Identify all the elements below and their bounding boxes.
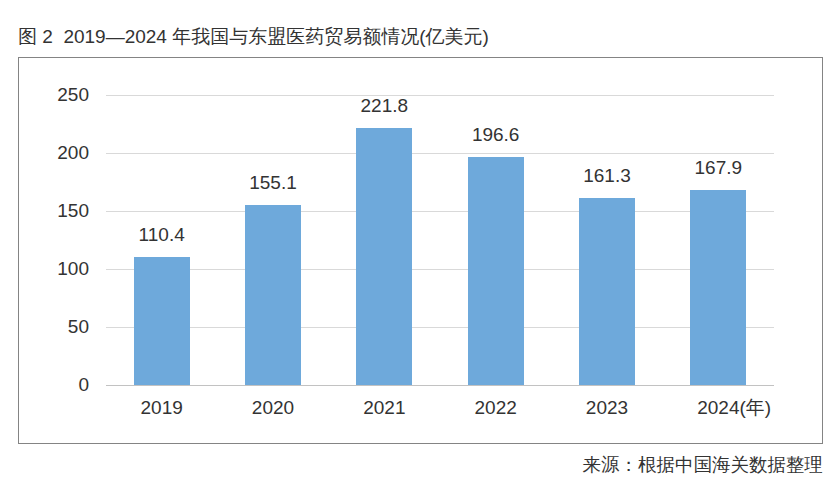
gridline	[106, 269, 774, 270]
bar-2019	[134, 257, 190, 385]
gridline	[106, 153, 774, 154]
bar-value-label: 161.3	[583, 166, 631, 186]
gridline	[106, 327, 774, 328]
x-axis-line	[106, 385, 774, 386]
bar-value-label: 221.8	[361, 96, 409, 116]
y-axis-tick-label: 50	[19, 317, 89, 337]
chart-frame: 0 50 100 150 200 250 110.4 2019 155.1 2020 221.8 20…	[18, 57, 823, 444]
gridline	[106, 95, 774, 96]
y-axis-tick-label: 100	[19, 259, 89, 279]
x-axis-unit-suffix: (年)	[739, 398, 771, 418]
x-axis-label: 2024(年)	[697, 398, 739, 418]
bar-2020	[245, 205, 301, 385]
gridline	[106, 211, 774, 212]
x-axis-label: 2019	[141, 398, 183, 418]
source-note: 来源：根据中国海关数据整理	[583, 455, 824, 475]
bar-value-label: 155.1	[249, 173, 297, 193]
bar-2021	[356, 128, 412, 385]
bar-value-label: 167.9	[695, 158, 743, 178]
bar-value-label: 196.6	[472, 125, 520, 145]
y-axis-tick-label: 0	[19, 375, 89, 395]
y-axis-tick-label: 200	[19, 143, 89, 163]
x-axis-label: 2022	[475, 398, 517, 418]
y-axis-tick-label: 250	[19, 85, 89, 105]
bar-2022	[468, 157, 524, 385]
bar-value-label: 110.4	[139, 225, 185, 245]
x-axis-label: 2020	[252, 398, 294, 418]
y-axis-tick-label: 150	[19, 201, 89, 221]
x-axis-label: 2023	[586, 398, 628, 418]
bar-2024	[690, 190, 746, 385]
bar-2023	[579, 198, 635, 385]
x-axis-label: 2021	[363, 398, 405, 418]
figure-title: 图 2 2019—2024 年我国与东盟医药贸易额情况(亿美元)	[18, 24, 489, 50]
